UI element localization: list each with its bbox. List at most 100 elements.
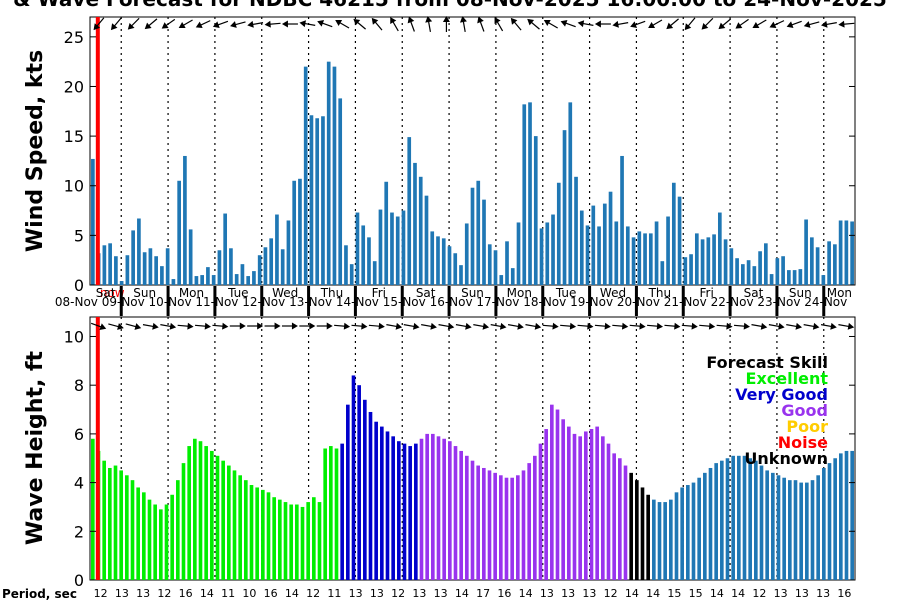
day-date-label: 17-Nov [476,295,519,309]
direction-arrow-icon [821,20,837,28]
direction-arrow-icon [299,20,316,28]
bar [652,499,656,580]
bar [669,499,673,580]
direction-arrow-icon [718,18,732,30]
bar [731,455,735,580]
direction-arrow-icon [473,322,490,330]
y-tick-label: 25 [64,28,84,47]
bar [821,275,826,285]
direction-arrow-icon [178,19,193,29]
wave-y-axis-label: Wave Height, ft [23,350,48,545]
chart-title: & Wave Forecast for NDBC 46215 from 08-N… [13,0,887,11]
direction-arrow-icon [90,322,107,330]
day-date-label: 13-Nov [289,295,332,309]
bar [292,180,297,285]
bar [618,458,622,580]
bar [164,504,169,580]
bar [181,463,186,580]
bar [793,480,798,580]
day-divider [494,286,498,316]
bar [493,472,497,580]
bar [306,502,310,580]
bar [482,199,486,285]
day-of-week-label: Wed [272,286,298,300]
bar [555,409,560,580]
period-value: 13 [349,587,363,600]
direction-arrow-icon [594,20,611,28]
wave-y-ticks: 0 2 4 6 8 10 [64,327,855,590]
direction-arrow-icon [229,322,246,330]
bar [815,247,820,285]
period-value: 17 [476,587,490,600]
bar [606,443,611,580]
bar [660,261,665,285]
direction-arrow-icon [212,322,229,330]
bar [671,182,676,285]
bar [385,431,390,580]
bar [584,431,588,580]
bar [102,245,107,285]
period-value: 13 [561,587,575,600]
bar [183,155,187,285]
direction-arrow-icon [93,17,105,31]
direction-arrow-icon [630,20,646,28]
day-of-week-label: Sun [789,286,812,300]
bar [266,492,271,580]
day-of-week-label: Fri [372,286,386,300]
period-value: 14 [519,587,533,600]
bar [782,477,786,580]
period-value: 13 [434,587,448,600]
y-tick-label: 8 [74,376,84,395]
bar [187,446,191,580]
bar [839,453,843,580]
bar [332,66,337,285]
bar [329,446,333,580]
bar [799,482,803,580]
bar [510,477,514,580]
direction-arrow-icon [421,322,437,330]
bar [788,480,792,580]
direction-arrow-icon [407,16,415,32]
bar [114,256,118,285]
bar [280,249,285,285]
day-date-label: 09-Nov [102,295,145,309]
direction-arrow-icon [455,322,472,330]
bar [380,426,384,580]
bar [338,98,343,285]
direction-arrow-icon [510,17,522,31]
legend-item: Good [781,401,828,420]
bar [459,450,463,580]
direction-arrow-icon [666,18,679,30]
direction-arrow-icon [264,20,281,28]
legend-title: Forecast Skill [706,353,828,372]
direction-arrow-icon [803,21,820,28]
direction-arrow-icon [335,19,350,29]
bar [177,180,181,285]
bar [286,220,291,285]
bar [378,209,383,285]
direction-arrow-icon [386,322,403,330]
day-divider [634,286,638,316]
bar [737,455,741,580]
bar [697,477,701,580]
day-of-week-label: Sat [96,286,116,300]
bar [349,264,354,285]
wind-y-axis-label: Wind Speed, kts [23,50,48,252]
direction-arrow-icon [664,322,681,330]
day-divider [260,286,264,316]
period-value: 14 [285,587,299,600]
bar [521,470,526,580]
day-divider [353,286,357,316]
bar [464,223,469,285]
direction-arrow-icon [769,20,785,29]
bar [646,494,650,580]
bar [91,438,95,580]
bar [194,276,199,285]
day-date-label: 24-Nov [804,295,847,309]
day-of-week-label: Thu [320,286,344,300]
period-value: 12 [391,587,405,600]
direction-arrow-icon [647,322,664,330]
day-divider [213,286,217,316]
bar [193,438,197,580]
bar [572,433,577,580]
